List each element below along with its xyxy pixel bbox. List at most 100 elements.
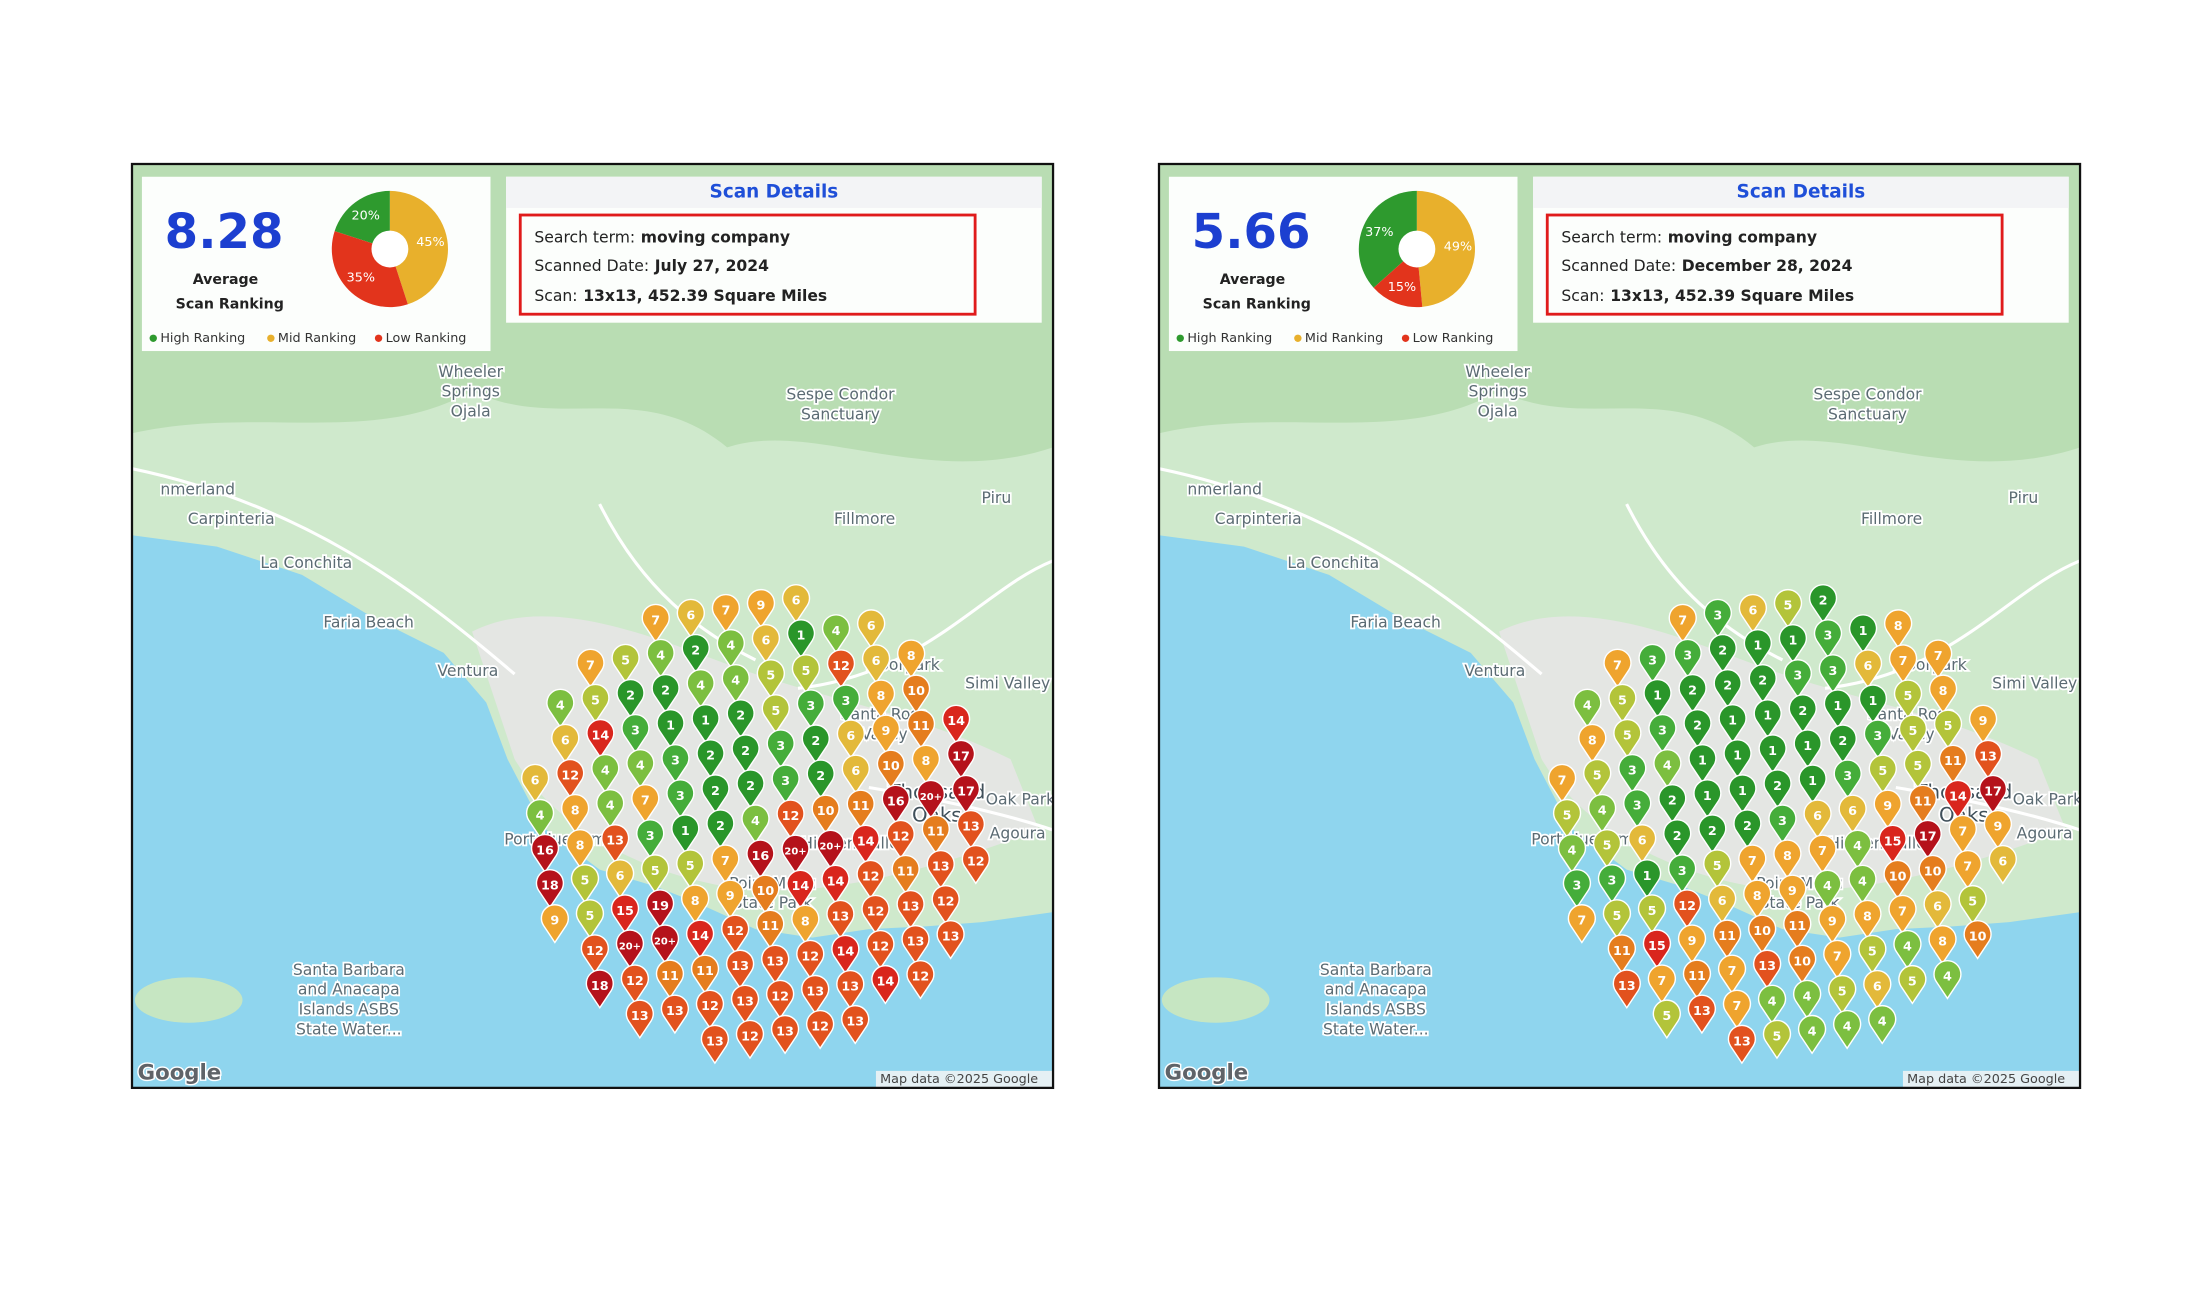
attribution-bg — [1902, 1070, 2081, 1088]
rank-pin: 1 — [1798, 764, 1827, 805]
pin-rank: 5 — [1913, 759, 1922, 774]
average-label: Scan Ranking — [176, 296, 284, 312]
rank-pin: 11 — [891, 854, 920, 895]
rank-pin: 9 — [1677, 924, 1707, 965]
pin-shape — [1883, 859, 1912, 900]
legend-dot — [149, 334, 157, 342]
rank-pin: 13 — [601, 824, 630, 864]
rank-pin: 14 — [786, 869, 815, 910]
pin-shape — [881, 784, 910, 825]
pin-shape — [610, 894, 640, 934]
pin-shape — [660, 994, 689, 1035]
pin-rank: 5 — [1968, 895, 1977, 910]
pin-shape — [561, 793, 590, 834]
pin-rank: 12 — [782, 809, 800, 824]
rank-pin: 1 — [691, 704, 720, 744]
rank-pin: 9 — [1873, 789, 1902, 830]
rank-pin: 14 — [821, 864, 850, 905]
pin-shape — [661, 744, 690, 784]
rank-pin: 10 — [751, 874, 780, 915]
pin-shape — [871, 714, 901, 755]
rank-pin: 7 — [711, 593, 740, 634]
pin-shape — [1853, 899, 1882, 940]
rank-pin: 4 — [1793, 979, 1822, 1020]
rank-pin: 7 — [1823, 939, 1852, 980]
rank-pin: 12 — [906, 960, 935, 1000]
pin-rank: 13 — [606, 834, 624, 849]
place-label: Faria Beach — [1350, 614, 1441, 632]
rank-pin: 8 — [1773, 839, 1802, 880]
place-label: Port Hueneme — [504, 830, 615, 848]
pin-shape — [1623, 789, 1652, 829]
rank-pin: 12 — [931, 884, 960, 925]
pin-rank: 7 — [1678, 613, 1687, 628]
rank-pin: 8 — [1853, 899, 1882, 940]
pin-rank: 6 — [1848, 804, 1857, 819]
pie-label: 35% — [347, 271, 375, 286]
pin-rank: 7 — [1728, 964, 1737, 979]
rank-pin: 10 — [1788, 944, 1817, 985]
pin-rank: 2 — [706, 749, 715, 764]
pin-rank: 12 — [586, 944, 604, 959]
rank-pin: 1 — [1793, 729, 1822, 769]
pin-shape — [851, 824, 880, 865]
rank-pin: 1 — [1848, 614, 1878, 654]
pin-rank: 2 — [1718, 644, 1727, 659]
pin-shape — [1743, 628, 1772, 669]
pin-rank: 6 — [1748, 604, 1757, 619]
legend-dot — [374, 334, 383, 342]
pin-rank: 11 — [661, 969, 679, 984]
pin-rank: 7 — [586, 658, 595, 673]
pin-rank: 7 — [1899, 654, 1908, 669]
pin-rank: 3 — [1648, 653, 1657, 668]
pin-rank: 5 — [686, 859, 695, 874]
pin-shape — [1978, 774, 2008, 815]
rank-pin: 6 — [1628, 824, 1657, 864]
road — [132, 467, 1054, 832]
pin-shape — [721, 664, 750, 704]
pin-rank: 12 — [912, 970, 930, 985]
pin-shape — [716, 628, 745, 669]
pin-shape — [1773, 839, 1802, 880]
pin-rank: 12 — [937, 895, 955, 910]
pin-rank: 12 — [626, 974, 644, 989]
pin-rank: 5 — [1909, 724, 1918, 739]
pin-shape — [1928, 924, 1957, 965]
details-header — [1533, 176, 2069, 208]
rank-pin: 1 — [1632, 859, 1662, 899]
pin-rank: 5 — [591, 693, 600, 708]
pin-rank: 2 — [811, 734, 820, 749]
rank-pin: 5 — [676, 849, 705, 889]
rank-pin: 6 — [1853, 649, 1883, 689]
pin-shape — [1788, 944, 1817, 985]
rank-pin: 10 — [876, 749, 905, 790]
pin-shape — [906, 709, 936, 750]
pin-rank: 7 — [1657, 974, 1666, 989]
pin-rank: 1 — [701, 714, 710, 729]
pin-shape — [681, 633, 710, 674]
pin-shape — [1828, 724, 1857, 764]
rank-pin: 1 — [1753, 699, 1782, 739]
rank-pin: 11 — [921, 814, 950, 855]
pin-shape — [1948, 814, 1977, 855]
rank-pin: 3 — [1768, 804, 1797, 845]
pin-rank: 5 — [586, 909, 595, 924]
rank-pin: 7 — [1548, 763, 1577, 804]
rank-pin: 13 — [956, 809, 985, 850]
rank-pin: 13 — [726, 949, 755, 990]
rank-pin: 9 — [1818, 904, 1847, 945]
pin-rank: 13 — [942, 930, 960, 945]
map-attribution: Map data ©2025 Google — [880, 1072, 1038, 1087]
pin-shape — [1557, 833, 1587, 874]
rank-pin: 5 — [1652, 999, 1681, 1040]
pin-shape — [801, 974, 830, 1015]
pin-rank: 15 — [616, 904, 634, 919]
pin-shape — [1652, 999, 1681, 1040]
pin-shape — [1603, 648, 1632, 689]
rank-pin: 7 — [1647, 964, 1676, 1005]
pin-shape — [1608, 683, 1637, 724]
pin-rank: 2 — [1798, 704, 1807, 719]
pin-shape — [1888, 894, 1917, 935]
pin-rank: 1 — [681, 824, 690, 839]
pin-rank: 13 — [766, 954, 784, 969]
